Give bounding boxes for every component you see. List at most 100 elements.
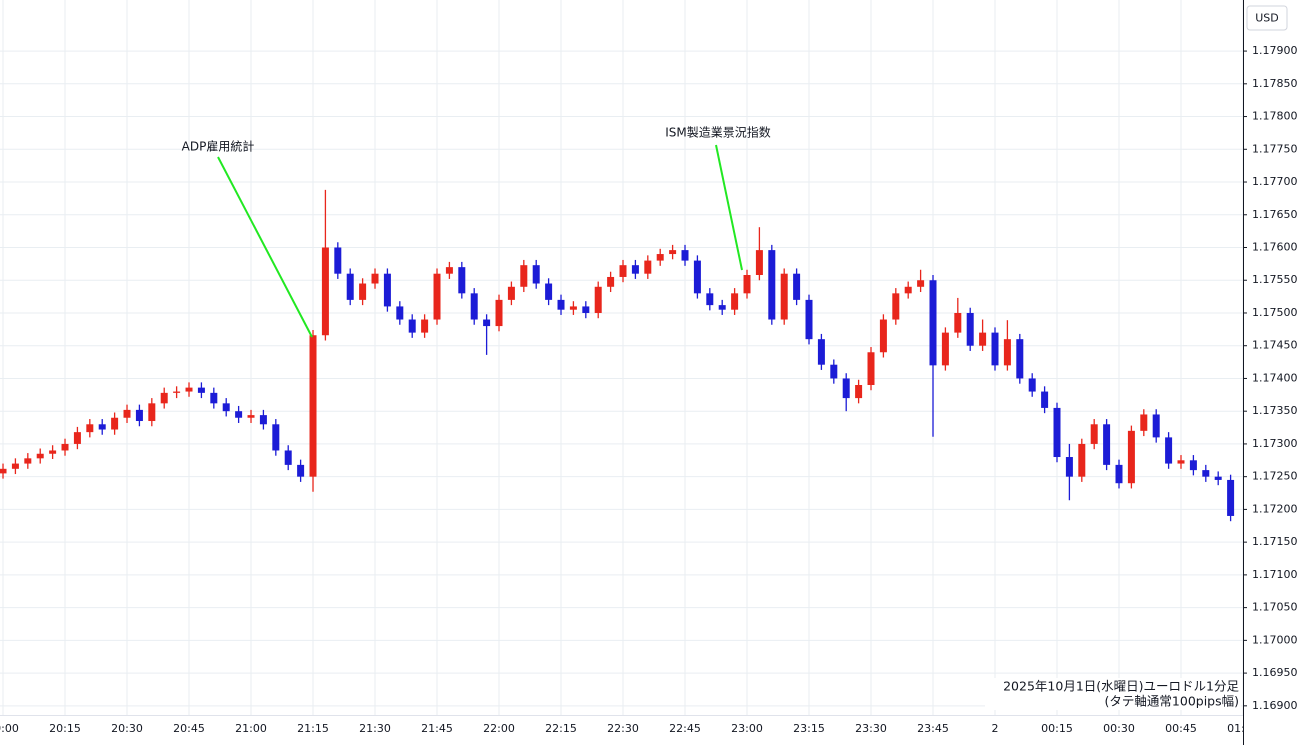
candle-body xyxy=(334,247,342,274)
candle-body xyxy=(445,267,453,274)
candle-body xyxy=(458,267,466,294)
candle-body xyxy=(830,364,838,379)
x-tick-label: 00:30 xyxy=(1103,722,1135,735)
candle-body xyxy=(1152,414,1160,438)
candle-body xyxy=(11,463,19,469)
x-tick-label: 2 xyxy=(992,722,999,735)
candle-body xyxy=(396,306,404,320)
x-tick-label: 20:45 xyxy=(173,722,205,735)
candle-body xyxy=(1016,339,1024,379)
candle-body xyxy=(123,409,131,418)
candle-body xyxy=(520,265,528,287)
candle-body xyxy=(495,299,503,327)
candle-body xyxy=(569,306,577,310)
candle-body xyxy=(98,424,106,430)
x-tick-label: 22:45 xyxy=(669,722,701,735)
candle-body xyxy=(731,293,739,310)
y-tick-label: 1.17100 xyxy=(1252,568,1298,581)
x-tick-label: 00:15 xyxy=(1041,722,1073,735)
candle-body xyxy=(1103,424,1111,465)
candle-body xyxy=(284,450,292,465)
candle-body xyxy=(706,293,714,306)
note-bg xyxy=(985,678,1241,710)
candle-body xyxy=(1202,470,1210,477)
candle-body xyxy=(321,247,329,336)
candle-body xyxy=(842,378,850,399)
y-tick-label: 1.17400 xyxy=(1252,371,1298,384)
candle-body xyxy=(867,352,875,385)
candle-body xyxy=(681,250,689,261)
plot-area: 20:00 20:15 20:30 20:45 21:00 21:15 21:30 21:45… xyxy=(0,125,1243,735)
candle-body xyxy=(557,299,565,310)
candle-body xyxy=(1065,457,1073,477)
candle-body xyxy=(768,250,776,320)
candle-body xyxy=(817,339,825,365)
candle-body xyxy=(259,415,267,425)
candle-body xyxy=(197,387,205,393)
y-tick-label: 1.17000 xyxy=(1252,633,1298,646)
y-tick-label: 1.17700 xyxy=(1252,175,1298,188)
note: (タテ軸通常100pips幅) xyxy=(1105,694,1239,709)
candle-body xyxy=(644,260,652,274)
candle-body xyxy=(433,273,441,320)
x-tick-label: 23:45 xyxy=(917,722,949,735)
candle-body xyxy=(1115,464,1123,484)
candle-body xyxy=(247,415,255,418)
candle-body xyxy=(917,280,925,287)
x-tick-label: 00:45 xyxy=(1165,722,1197,735)
x-tick-label: 21:15 xyxy=(297,722,329,735)
candle-body xyxy=(1041,391,1049,408)
candle-body xyxy=(855,385,863,399)
candle-body xyxy=(61,443,69,451)
candle-body xyxy=(73,432,81,444)
candle-body xyxy=(483,319,491,327)
candle-body xyxy=(1177,460,1185,464)
candle-body xyxy=(185,387,193,392)
candle-body xyxy=(1090,424,1098,444)
annotation: ISM製造業景況指数 xyxy=(665,125,771,140)
candle-body xyxy=(892,293,900,320)
candle-body xyxy=(594,286,602,313)
candle-body xyxy=(805,299,813,340)
y-tick-label: 1.17600 xyxy=(1252,241,1298,254)
y-tick-label: 1.17450 xyxy=(1252,339,1298,352)
candle-body xyxy=(272,424,280,451)
candle-body xyxy=(755,250,763,275)
candle-body xyxy=(656,254,664,261)
y-tick-label: 1.17500 xyxy=(1252,306,1298,319)
candle-body xyxy=(793,273,801,300)
y-tick-label: 1.17750 xyxy=(1252,142,1298,155)
annotation-line xyxy=(217,156,313,338)
candle-body xyxy=(1214,476,1222,480)
candle-body xyxy=(954,312,962,333)
axis-panel xyxy=(1243,0,1300,745)
candle-body xyxy=(1189,460,1197,471)
candle-body xyxy=(669,250,677,255)
candle-body xyxy=(86,424,94,433)
candle-body xyxy=(582,306,590,313)
candle-body xyxy=(532,265,540,284)
candle-body xyxy=(24,458,32,464)
y-tick-label: 1.17800 xyxy=(1252,110,1298,123)
note: 2025年10月1日(水曜日)ユーロドル1分足 xyxy=(1003,679,1239,694)
candle-body xyxy=(371,273,379,284)
currency-box xyxy=(1246,5,1288,31)
candle-body xyxy=(619,265,627,277)
candle-body xyxy=(780,273,788,320)
candle-body xyxy=(1003,339,1011,366)
candle-body xyxy=(470,293,478,320)
y-tick-label: 1.17050 xyxy=(1252,601,1298,614)
y-tick-label: 1.17200 xyxy=(1252,502,1298,515)
candle-body xyxy=(309,335,317,477)
x-tick-label: 22:30 xyxy=(607,722,639,735)
y-tick-label: 1.16950 xyxy=(1252,666,1298,679)
candle-body xyxy=(507,286,515,300)
candle-body xyxy=(1227,479,1235,516)
candle-body xyxy=(173,391,181,393)
y-tick-label: 1.17850 xyxy=(1252,77,1298,90)
y-tick-label: 1.17550 xyxy=(1252,273,1298,286)
y-tick-label: 1.16900 xyxy=(1252,699,1298,712)
y-tick-label: 1.17300 xyxy=(1252,437,1298,450)
